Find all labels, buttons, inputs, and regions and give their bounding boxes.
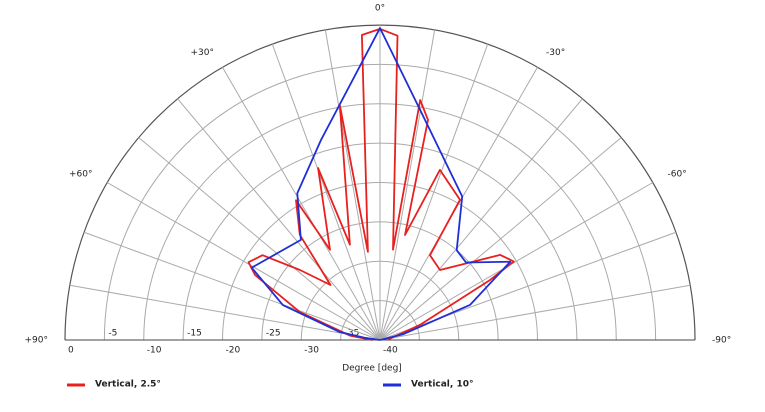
grid-spoke	[379, 98, 583, 341]
legend-label: Vertical, 2.5°	[95, 380, 161, 390]
legend: Vertical, 2.5° Vertical, 10°	[67, 380, 473, 390]
radial-tick-label: -5	[108, 329, 117, 339]
angle-tick-label: -30°	[546, 48, 565, 58]
grid-spoke	[138, 137, 381, 341]
radial-tick-label: -10	[147, 346, 162, 356]
radial-tick-label: 0	[68, 346, 74, 356]
radial-tick-label: -30	[304, 346, 319, 356]
grid-spoke	[379, 43, 489, 341]
grid-spoke	[324, 29, 381, 341]
plot-area	[247, 27, 515, 341]
axis-title: Degree [deg]	[342, 364, 402, 374]
radial-tick-label: -15	[187, 329, 202, 339]
angle-grid-line	[379, 182, 654, 341]
angle-grid-line	[222, 66, 381, 341]
grid-spoke	[83, 231, 381, 341]
grid-spoke	[177, 98, 381, 341]
radial-tick-label: -20	[226, 346, 241, 356]
angle-tick-label: -90°	[712, 336, 731, 346]
grid-spoke	[379, 284, 691, 341]
grid-spoke	[271, 43, 381, 341]
angle-grid-line	[106, 182, 381, 341]
grid-spoke	[379, 29, 436, 341]
grid: 0 -5 -10 -15 -20 -25 -30 -35 -40 +90° +60° +30° 0° -3…	[25, 4, 732, 356]
grid-spoke	[379, 137, 622, 341]
radial-tick-label: -35	[345, 329, 360, 339]
legend-label: Vertical, 10°	[411, 380, 473, 390]
radial-tick-label: -25	[266, 329, 281, 339]
angle-tick-label: +30°	[191, 48, 215, 58]
angle-tick-label: +90°	[25, 336, 49, 346]
radial-tick-label: -40	[383, 346, 398, 356]
angle-tick-label: -60°	[668, 170, 687, 180]
series-line	[250, 27, 512, 341]
angle-tick-label: +60°	[69, 170, 93, 180]
angle-tick-label: 0°	[375, 4, 385, 14]
grid-spoke	[69, 284, 381, 341]
